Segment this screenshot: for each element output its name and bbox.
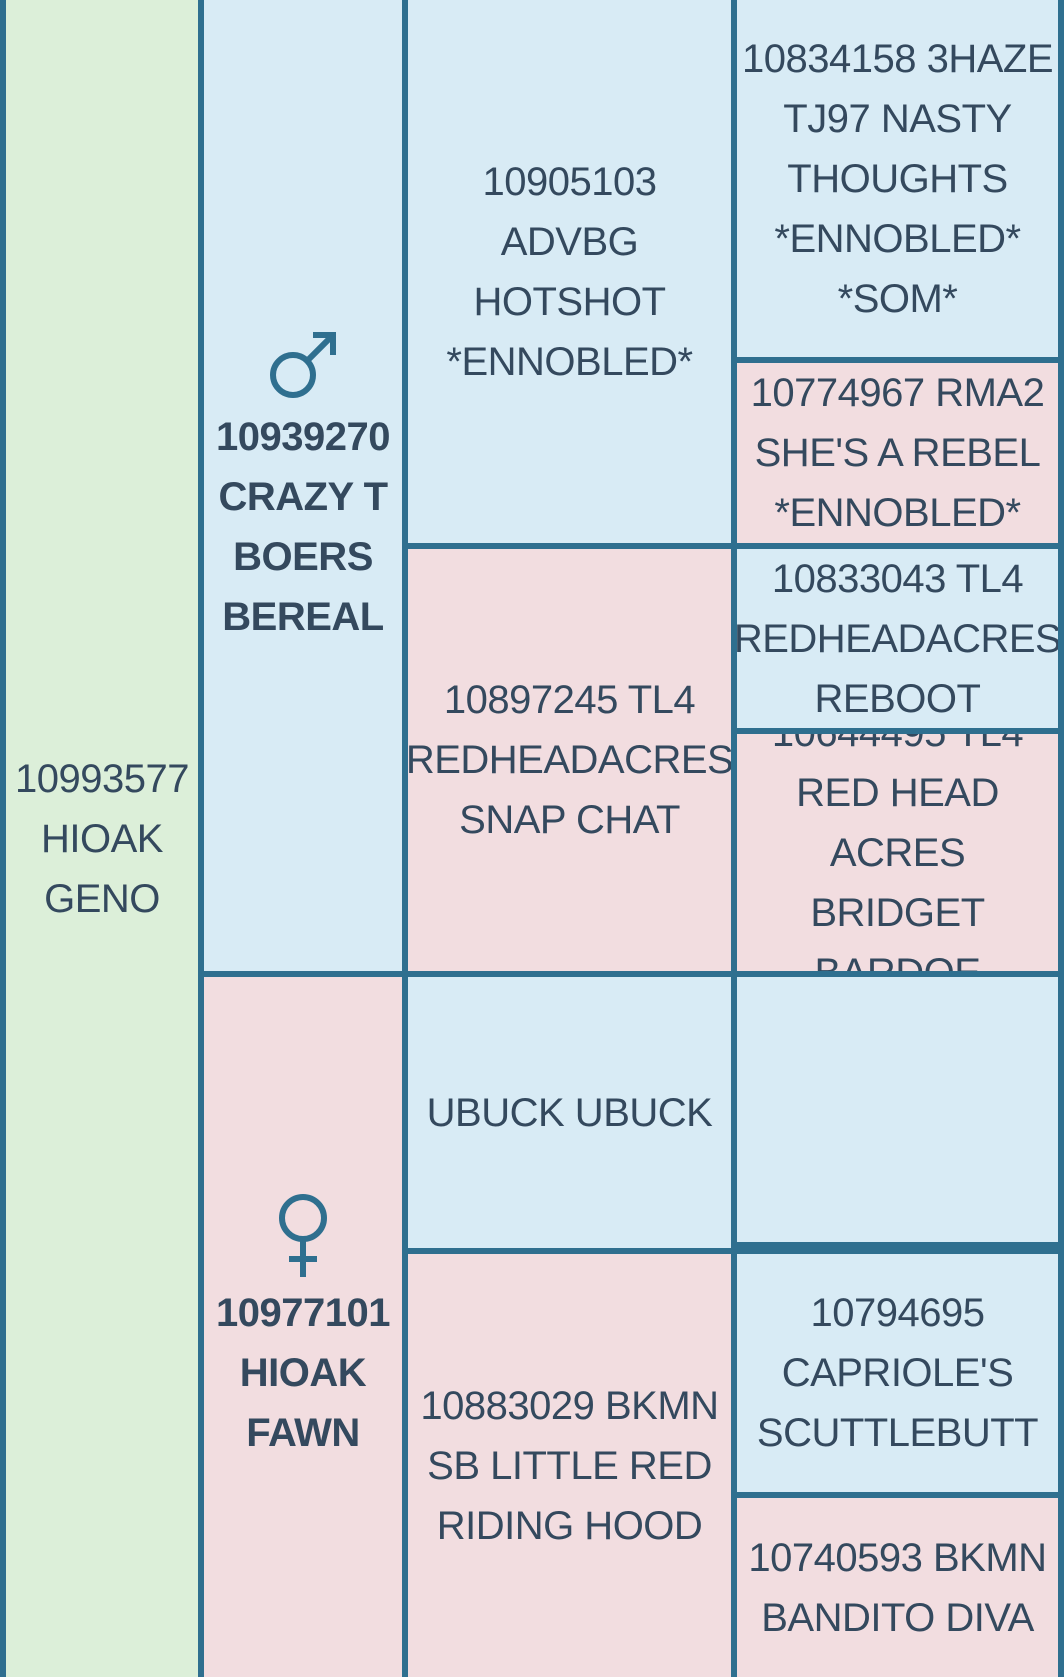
sd-sire-cell[interactable]: 10833043 TL4 REDHEADACRES REBOOT: [737, 549, 1058, 728]
dam-sire-cell[interactable]: UBUCK UBUCK: [408, 977, 731, 1248]
sire-cell[interactable]: 10939270 CRAZY T BOERS BEREAL: [204, 0, 402, 971]
sire-sire-name: 10905103 ADVBG HOTSHOT *ENNOBLED*: [446, 159, 693, 384]
sire-name: 10939270 CRAZY T BOERS BEREAL: [216, 414, 390, 639]
dam-dam-cell[interactable]: 10883029 BKMN SB LITTLE RED RIDING HOOD: [408, 1254, 731, 1677]
dd-sire-cell[interactable]: 10794695 CAPRIOLE'S SCUTTLEBUTT: [737, 1254, 1058, 1492]
sire-dam-cell[interactable]: 10897245 TL4 REDHEADACRES SNAP CHAT: [408, 549, 731, 971]
dam-name: 10977101 HIOAK FAWN: [216, 1291, 390, 1455]
dam-cell[interactable]: 10977101 HIOAK FAWN: [204, 977, 402, 1677]
sire-dam-name: 10897245 TL4 REDHEADACRES SNAP CHAT: [408, 678, 731, 842]
female-symbol-icon: [279, 1194, 327, 1277]
dam-sire-name: UBUCK UBUCK: [426, 1090, 713, 1135]
ss-sire-name: 10834158 3HAZE TJ97 NASTY THOUGHTS *ENNO…: [741, 36, 1054, 321]
ss-dam-cell[interactable]: 10774967 RMA2 SHE'S A REBEL *ENNOBLED*: [737, 363, 1058, 543]
subject-cell[interactable]: 10993577 HIOAK GENO: [6, 0, 198, 1677]
dd-dam-name: 10740593 BKMN BANDITO DIVA: [748, 1535, 1047, 1640]
dam-dam-name: 10883029 BKMN SB LITTLE RED RIDING HOOD: [420, 1383, 719, 1548]
ss-dam-name: 10774967 RMA2 SHE'S A REBEL *ENNOBLED*: [750, 371, 1045, 535]
dd-dam-cell[interactable]: 10740593 BKMN BANDITO DIVA: [737, 1498, 1058, 1677]
sd-dam-name: 10644495 TL4 RED HEAD ACRES BRIDGET BARD…: [772, 734, 1024, 971]
male-symbol-icon: [270, 331, 336, 398]
subject-name: 10993577 HIOAK GENO: [15, 756, 189, 921]
sire-sire-cell[interactable]: 10905103 ADVBG HOTSHOT *ENNOBLED*: [408, 0, 731, 543]
ss-sire-cell[interactable]: 10834158 3HAZE TJ97 NASTY THOUGHTS *ENNO…: [737, 0, 1058, 357]
sd-sire-name: 10833043 TL4 REDHEADACRES REBOOT: [737, 556, 1058, 721]
sd-dam-cell[interactable]: 10644495 TL4 RED HEAD ACRES BRIDGET BARD…: [737, 734, 1058, 971]
ds-sire-cell[interactable]: [737, 977, 1058, 1242]
dd-sire-name: 10794695 CAPRIOLE'S SCUTTLEBUTT: [756, 1291, 1039, 1455]
